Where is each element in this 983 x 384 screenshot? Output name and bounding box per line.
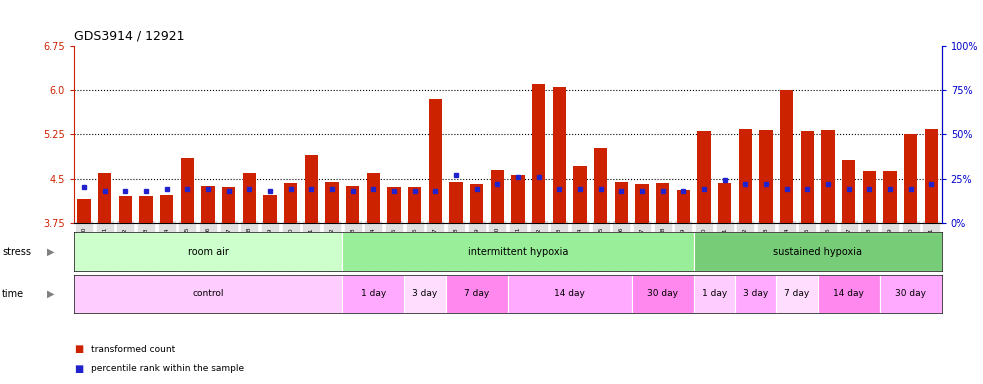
- Bar: [818, 275, 880, 313]
- Text: transformed count: transformed count: [91, 345, 176, 354]
- Text: 30 day: 30 day: [647, 289, 678, 298]
- Bar: [367, 173, 380, 223]
- Bar: [635, 184, 649, 223]
- Bar: [656, 183, 669, 223]
- Text: ■: ■: [74, 344, 83, 354]
- Bar: [445, 275, 507, 313]
- Text: 14 day: 14 day: [834, 289, 864, 298]
- Bar: [884, 172, 896, 223]
- Bar: [738, 129, 752, 223]
- Text: 14 day: 14 day: [554, 289, 585, 298]
- Text: control: control: [193, 289, 224, 298]
- Text: sustained hypoxia: sustained hypoxia: [774, 247, 862, 257]
- Text: 7 day: 7 day: [464, 289, 490, 298]
- Bar: [243, 173, 257, 223]
- Bar: [780, 90, 793, 223]
- Bar: [387, 187, 401, 223]
- Bar: [404, 275, 445, 313]
- Text: intermittent hypoxia: intermittent hypoxia: [468, 247, 568, 257]
- Text: 3 day: 3 day: [743, 289, 769, 298]
- Bar: [98, 173, 111, 223]
- Text: ▶: ▶: [47, 289, 55, 299]
- Bar: [863, 172, 876, 223]
- Bar: [507, 275, 632, 313]
- Text: 3 day: 3 day: [413, 289, 437, 298]
- Bar: [74, 275, 342, 313]
- Bar: [694, 275, 735, 313]
- Bar: [160, 195, 173, 223]
- Text: GDS3914 / 12921: GDS3914 / 12921: [74, 29, 184, 42]
- Text: 1 day: 1 day: [702, 289, 727, 298]
- Bar: [222, 187, 236, 223]
- Bar: [449, 182, 463, 223]
- Bar: [408, 187, 422, 223]
- Text: time: time: [2, 289, 25, 299]
- Bar: [842, 160, 855, 223]
- Bar: [676, 190, 690, 223]
- Bar: [552, 87, 566, 223]
- Text: 1 day: 1 day: [361, 289, 386, 298]
- Bar: [632, 275, 694, 313]
- Bar: [181, 158, 194, 223]
- Text: 7 day: 7 day: [784, 289, 810, 298]
- Bar: [925, 129, 938, 223]
- Text: ▶: ▶: [47, 247, 55, 257]
- Bar: [880, 275, 942, 313]
- Bar: [305, 155, 318, 223]
- Bar: [718, 183, 731, 223]
- Bar: [119, 196, 132, 223]
- Text: percentile rank within the sample: percentile rank within the sample: [91, 364, 245, 373]
- Bar: [491, 170, 504, 223]
- Bar: [263, 195, 277, 223]
- Bar: [346, 185, 360, 223]
- Bar: [573, 166, 587, 223]
- Bar: [511, 175, 525, 223]
- Text: ■: ■: [74, 364, 83, 374]
- Bar: [429, 99, 442, 223]
- Text: room air: room air: [188, 247, 228, 257]
- Bar: [470, 184, 484, 223]
- Bar: [78, 199, 90, 223]
- Bar: [735, 275, 777, 313]
- Bar: [694, 232, 942, 271]
- Bar: [697, 131, 711, 223]
- Bar: [202, 185, 214, 223]
- Bar: [777, 275, 818, 313]
- Bar: [342, 275, 404, 313]
- Text: 30 day: 30 day: [896, 289, 926, 298]
- Bar: [594, 148, 607, 223]
- Bar: [74, 232, 342, 271]
- Bar: [284, 183, 298, 223]
- Bar: [342, 232, 694, 271]
- Text: stress: stress: [2, 247, 31, 257]
- Bar: [614, 182, 628, 223]
- Bar: [325, 182, 339, 223]
- Bar: [904, 134, 917, 223]
- Bar: [759, 130, 773, 223]
- Bar: [801, 131, 814, 223]
- Bar: [822, 130, 835, 223]
- Bar: [532, 84, 546, 223]
- Bar: [140, 196, 152, 223]
